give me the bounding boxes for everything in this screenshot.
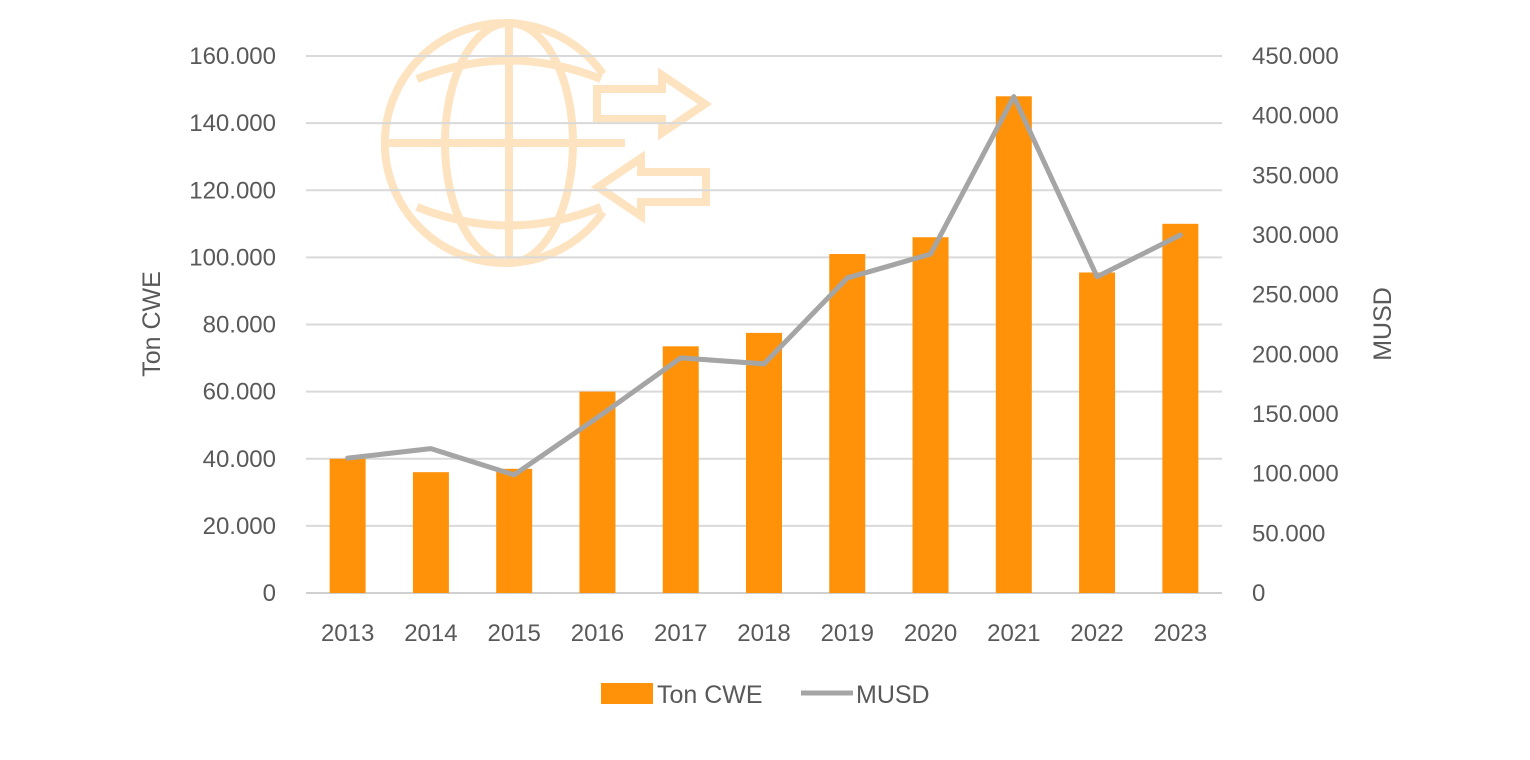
y-right-tick-label: 250.000 xyxy=(1252,282,1339,309)
y-left-tick-label: 40.000 xyxy=(203,446,276,473)
y-right-tick-label: 300.000 xyxy=(1252,222,1339,249)
legend-label-musd: MUSD xyxy=(856,681,930,709)
y-right-tick-label: 400.000 xyxy=(1252,103,1339,130)
bar-series-ton-cwe xyxy=(329,96,1199,594)
bar-2015 xyxy=(496,468,533,593)
legend: Ton CWE MUSD xyxy=(601,681,930,709)
line-series-musd xyxy=(345,94,1183,478)
x-tick-label: 2015 xyxy=(487,620,540,647)
bar-2019 xyxy=(829,254,866,594)
bar-2014 xyxy=(412,472,449,593)
x-tick-label: 2022 xyxy=(1070,620,1123,647)
x-tick-label: 2020 xyxy=(904,620,957,647)
y-right-tick-label: 0 xyxy=(1252,580,1265,607)
y-left-tick-label: 0 xyxy=(263,580,276,607)
y-right-tick-label: 350.000 xyxy=(1252,162,1339,189)
bar-2013 xyxy=(329,458,366,593)
y-left-tick-label: 140.000 xyxy=(189,110,276,137)
y-left-tick-label: 120.000 xyxy=(189,177,276,204)
y-right-axis-title: MUSD xyxy=(1369,287,1397,361)
bar-2021 xyxy=(995,96,1032,594)
y-left-tick-label: 60.000 xyxy=(203,379,276,406)
x-tick-label: 2014 xyxy=(404,620,457,647)
y-right-tick-label: 100.000 xyxy=(1252,461,1339,488)
x-tick-label: 2019 xyxy=(821,620,874,647)
bar-2020 xyxy=(912,237,949,594)
x-tick-label: 2016 xyxy=(571,620,624,647)
x-tick-label: 2021 xyxy=(987,620,1040,647)
bar-2018 xyxy=(746,332,782,593)
y-left-tick-label: 20.000 xyxy=(203,513,276,540)
bar-2023 xyxy=(1162,223,1199,593)
y-left-tick-label: 160.000 xyxy=(189,43,276,70)
x-tick-label: 2018 xyxy=(737,620,790,647)
y-right-tick-label: 50.000 xyxy=(1252,520,1325,547)
y-left-tick-label: 100.000 xyxy=(189,244,276,271)
y-right-tick-label: 450.000 xyxy=(1252,43,1339,70)
bar-2016 xyxy=(579,391,616,593)
globe-exchange-icon xyxy=(380,19,713,267)
x-tick-label: 2017 xyxy=(654,620,707,647)
y-left-tick-label: 80.000 xyxy=(203,312,276,339)
legend-swatch-ton-cwe xyxy=(601,683,653,704)
y-left-axis-title: Ton CWE xyxy=(138,271,166,377)
x-tick-label: 2023 xyxy=(1154,620,1207,647)
x-tick-label: 2013 xyxy=(321,620,374,647)
legend-label-ton-cwe: Ton CWE xyxy=(657,681,763,709)
y-right-tick-label: 200.000 xyxy=(1252,341,1339,368)
bar-2022 xyxy=(1079,272,1116,593)
axes: 0 20.000 40.000 60.000 80.000 100.000 120.000 1… xyxy=(189,43,1339,647)
bar-2017 xyxy=(662,346,699,593)
y-right-tick-label: 150.000 xyxy=(1252,401,1339,428)
